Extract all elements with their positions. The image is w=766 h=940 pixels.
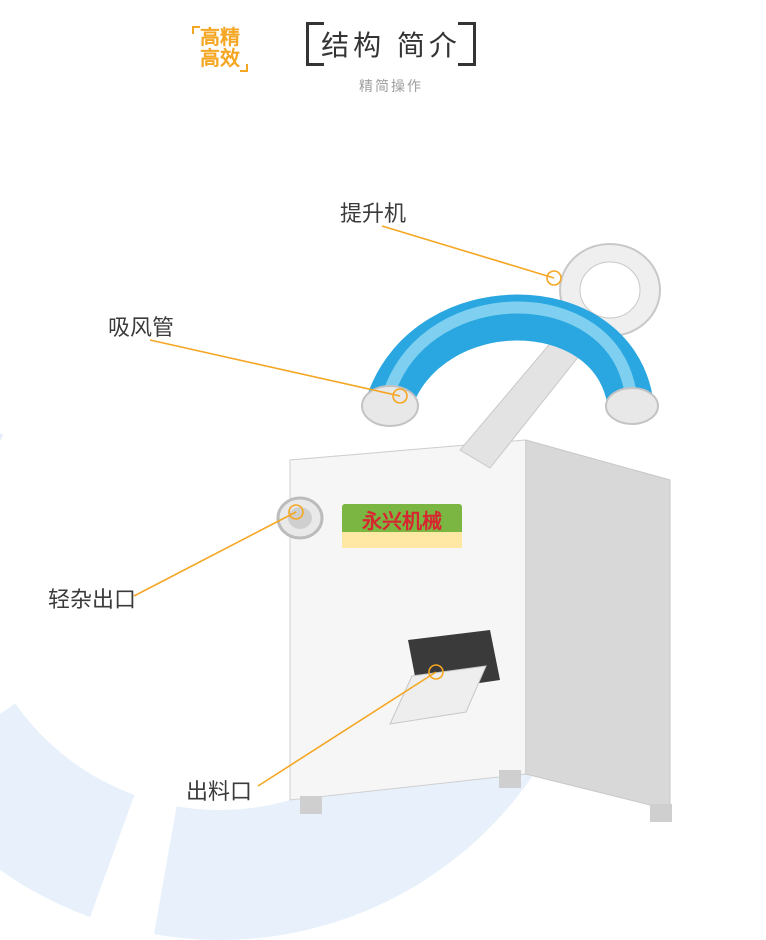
page-title: 结构 简介 (321, 24, 461, 64)
title-box: 结构 简介 (306, 22, 476, 66)
title-bracket-left (306, 22, 324, 66)
bracket-bottom-right (240, 64, 248, 72)
badge: 高精 高效 (200, 28, 240, 70)
brand-plate-text: 永兴机械 (361, 509, 442, 533)
badge-line2: 高效 (200, 49, 240, 70)
callout-label-light-out: 轻杂出口 (48, 582, 136, 614)
callout-label-discharge: 出料口 (186, 774, 252, 806)
machine-illustration: 永兴机械 (250, 230, 710, 850)
bracket-top-left (192, 26, 200, 34)
title-bracket-right (458, 22, 476, 66)
callout-label-suction: 吸风管 (108, 310, 174, 342)
page-subtitle: 精简操作 (359, 78, 423, 94)
badge-line1: 高精 (200, 28, 240, 49)
callout-label-elevator: 提升机 (340, 196, 406, 228)
